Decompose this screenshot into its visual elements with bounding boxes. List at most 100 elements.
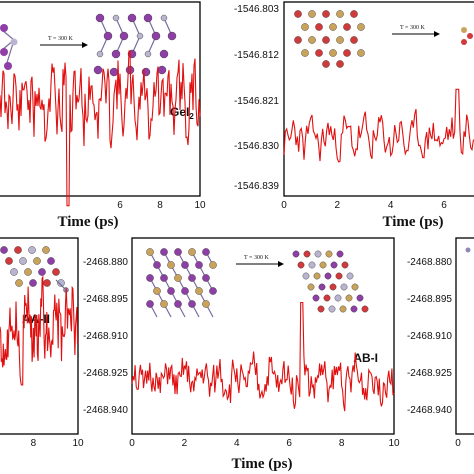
atom [350,10,358,18]
atom [328,305,336,313]
atom [330,261,338,269]
atom [52,268,60,276]
atom [301,23,309,31]
atom [5,257,13,265]
y-tick-label: -2468.925 [407,368,452,379]
atom [324,272,332,280]
atom [313,272,321,280]
y-tick-label: -1546.812 [234,50,279,61]
atom [111,49,121,59]
y-tick-label: -2468.910 [407,331,452,342]
atom [167,31,177,41]
x-tick-label: 6 [441,200,447,211]
atom [336,10,344,18]
structure-inset-initial [146,248,217,318]
y-tick-labels: -2468.880 -2468.895 -2468.910 -2468.925 … [407,257,452,416]
atom [181,261,189,269]
atom [188,248,196,256]
atom [314,250,322,258]
y-tick-label: -2468.940 [83,405,128,416]
atom [146,248,154,256]
atom [93,65,103,75]
atom [322,10,330,18]
atom [341,261,349,269]
atom [157,65,167,75]
y-tick-label: -1546.803 [234,4,279,15]
atom [188,274,196,282]
x-tick-label: 6 [117,200,123,211]
y-tick-labels: -2468.880 -2468.895 -2468.910 -2468.925 … [83,257,128,416]
structure-inset-final [461,27,473,45]
x-tick-label: 2 [335,200,341,211]
atom [143,13,153,23]
atom [322,36,330,44]
atom [340,283,348,291]
atom [350,36,358,44]
atom [96,50,104,58]
atom [119,31,129,41]
atom [336,36,344,44]
y-tick-label: -2468.940 [407,405,452,416]
atom [160,248,168,256]
atom [174,300,182,308]
plot-frame [455,237,474,435]
atom [19,257,27,265]
series-line-ab-i [131,301,395,412]
atom [356,294,364,302]
atom [312,294,320,302]
atom [109,67,119,77]
atom [174,248,182,256]
atom [144,50,152,58]
atom [308,261,316,269]
x-tick-labels: 8 10 [31,438,84,449]
atom [346,272,354,280]
atom [136,32,144,40]
atom [167,287,175,295]
structure-inset [0,246,69,293]
x-axis-label: Time (ps) [232,456,293,472]
atom [202,248,210,256]
atom [47,257,55,265]
atom [308,10,316,18]
atom [151,31,161,41]
atom [315,49,323,57]
atom [160,274,168,282]
atom [202,300,210,308]
atom [323,294,331,302]
y-tick-labels: -1546.803 -1546.812 -1546.821 -1546.830 … [234,4,279,192]
panel-gei2: T = 300 K GeI2 6 8 10 Time (ps) [0,1,206,230]
x-tick-labels: 6 8 10 [117,200,206,211]
atom [15,279,23,287]
atom [160,300,168,308]
atom [29,279,37,287]
atom [42,246,50,254]
atom [339,305,347,313]
atom [202,274,210,282]
atom [14,246,22,254]
atom [195,261,203,269]
atom [325,250,333,258]
atom [24,268,32,276]
atom [335,272,343,280]
atom [317,305,325,313]
x-tick-label: 4 [388,200,394,211]
structure-inset [465,247,471,253]
atom [336,60,344,68]
atom [159,49,169,59]
panel-ab-i: -2468.880 -2468.895 -2468.910 -2468.925 … [83,237,400,472]
atom [209,287,217,295]
temperature-label: T = 300 K [400,25,425,31]
y-tick-label: -2468.880 [83,257,128,268]
structure-inset-final [93,13,177,77]
atom [329,283,337,291]
atom [345,294,353,302]
y-tick-label: -2468.910 [83,331,128,342]
atom [112,14,120,22]
x-tick-label: 6 [286,438,292,449]
x-tick-label: 4 [234,438,240,449]
atom [322,60,330,68]
plot-frame [131,237,395,435]
atom [38,268,46,276]
atom [334,294,342,302]
